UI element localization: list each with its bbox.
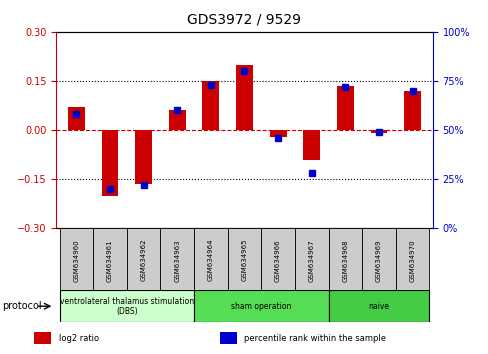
- FancyBboxPatch shape: [395, 228, 428, 292]
- Bar: [336, 86, 353, 130]
- Text: ventrolateral thalamus stimulation
(DBS): ventrolateral thalamus stimulation (DBS): [60, 297, 194, 316]
- Bar: [370, 130, 386, 133]
- Text: GSM634961: GSM634961: [107, 239, 113, 281]
- FancyBboxPatch shape: [60, 228, 93, 292]
- FancyBboxPatch shape: [294, 228, 328, 292]
- Text: percentile rank within the sample: percentile rank within the sample: [244, 333, 386, 343]
- FancyBboxPatch shape: [328, 228, 362, 292]
- Text: GDS3972 / 9529: GDS3972 / 9529: [187, 12, 301, 27]
- Text: log2 ratio: log2 ratio: [59, 333, 99, 343]
- FancyBboxPatch shape: [261, 228, 294, 292]
- FancyBboxPatch shape: [60, 290, 194, 322]
- FancyBboxPatch shape: [126, 228, 160, 292]
- Text: GSM634965: GSM634965: [241, 239, 247, 281]
- Text: GSM634960: GSM634960: [73, 239, 79, 281]
- Text: GSM634966: GSM634966: [275, 239, 281, 281]
- Bar: [236, 65, 252, 130]
- Text: GSM634962: GSM634962: [141, 239, 146, 281]
- Text: GSM634964: GSM634964: [207, 239, 213, 281]
- Text: protocol: protocol: [2, 301, 42, 311]
- Text: GSM634969: GSM634969: [375, 239, 381, 281]
- FancyBboxPatch shape: [194, 290, 328, 322]
- Text: GSM634967: GSM634967: [308, 239, 314, 281]
- Text: GSM634970: GSM634970: [409, 239, 415, 281]
- Bar: [202, 81, 219, 130]
- Bar: [34, 332, 51, 344]
- Bar: [102, 130, 118, 196]
- Bar: [269, 130, 286, 137]
- Bar: [404, 91, 420, 130]
- FancyBboxPatch shape: [93, 228, 126, 292]
- FancyBboxPatch shape: [328, 290, 428, 322]
- Bar: [135, 130, 152, 184]
- Text: GSM634968: GSM634968: [342, 239, 347, 281]
- Bar: [220, 332, 237, 344]
- FancyBboxPatch shape: [227, 228, 261, 292]
- Text: sham operation: sham operation: [231, 302, 291, 311]
- Bar: [168, 110, 185, 130]
- FancyBboxPatch shape: [160, 228, 194, 292]
- Text: GSM634963: GSM634963: [174, 239, 180, 281]
- Bar: [68, 107, 84, 130]
- FancyBboxPatch shape: [362, 228, 395, 292]
- Text: naive: naive: [368, 302, 388, 311]
- FancyBboxPatch shape: [194, 228, 227, 292]
- Bar: [303, 130, 320, 160]
